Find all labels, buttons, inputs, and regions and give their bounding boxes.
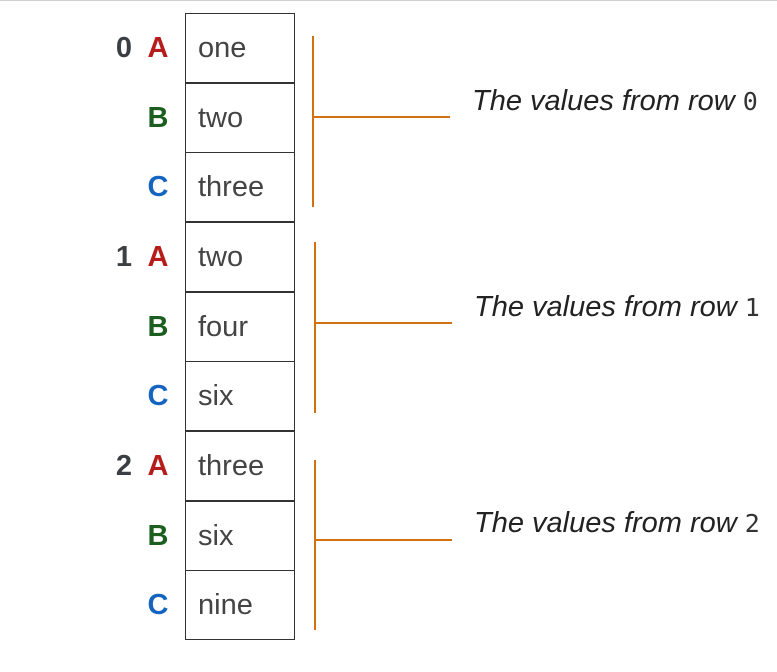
bracket-connector bbox=[314, 242, 452, 413]
value-cell: two bbox=[185, 83, 295, 153]
annotation-phrase: The values from row bbox=[474, 291, 737, 323]
annotation-row-number: 1 bbox=[744, 293, 760, 322]
annotation-row-number: 2 bbox=[744, 509, 760, 538]
sub-label-b: B bbox=[147, 102, 169, 134]
value-cell: three bbox=[185, 152, 295, 222]
bracket-connector bbox=[314, 460, 452, 630]
row-index-label: 1 bbox=[115, 241, 132, 273]
annotation-text: The values from row 1 bbox=[474, 285, 774, 330]
annotation-row-number: 0 bbox=[742, 87, 758, 116]
value-cell: six bbox=[185, 501, 295, 571]
value-cell: two bbox=[185, 222, 295, 292]
sub-label-b: B bbox=[147, 520, 169, 552]
value-cell: three bbox=[185, 431, 295, 501]
sub-label-c: C bbox=[147, 380, 169, 412]
value-cell: six bbox=[185, 361, 295, 431]
annotation-text: The values from row 2 bbox=[474, 501, 774, 546]
annotation-phrase: The values from row bbox=[472, 85, 735, 117]
value-cell: four bbox=[185, 292, 295, 362]
sub-label-a: A bbox=[147, 450, 169, 482]
value-cell: nine bbox=[185, 570, 295, 640]
value-cell: one bbox=[185, 13, 295, 83]
bracket-connector bbox=[312, 36, 450, 207]
row-index-label: 0 bbox=[115, 32, 132, 64]
row-index-label: 2 bbox=[115, 450, 132, 482]
annotation-text: The values from row 0 bbox=[472, 79, 772, 124]
sub-label-a: A bbox=[147, 241, 169, 273]
sub-label-c: C bbox=[147, 589, 169, 621]
sub-label-a: A bbox=[147, 32, 169, 64]
top-border bbox=[0, 0, 777, 1]
annotation-phrase: The values from row bbox=[474, 507, 737, 539]
sub-label-c: C bbox=[147, 171, 169, 203]
sub-label-b: B bbox=[147, 311, 169, 343]
